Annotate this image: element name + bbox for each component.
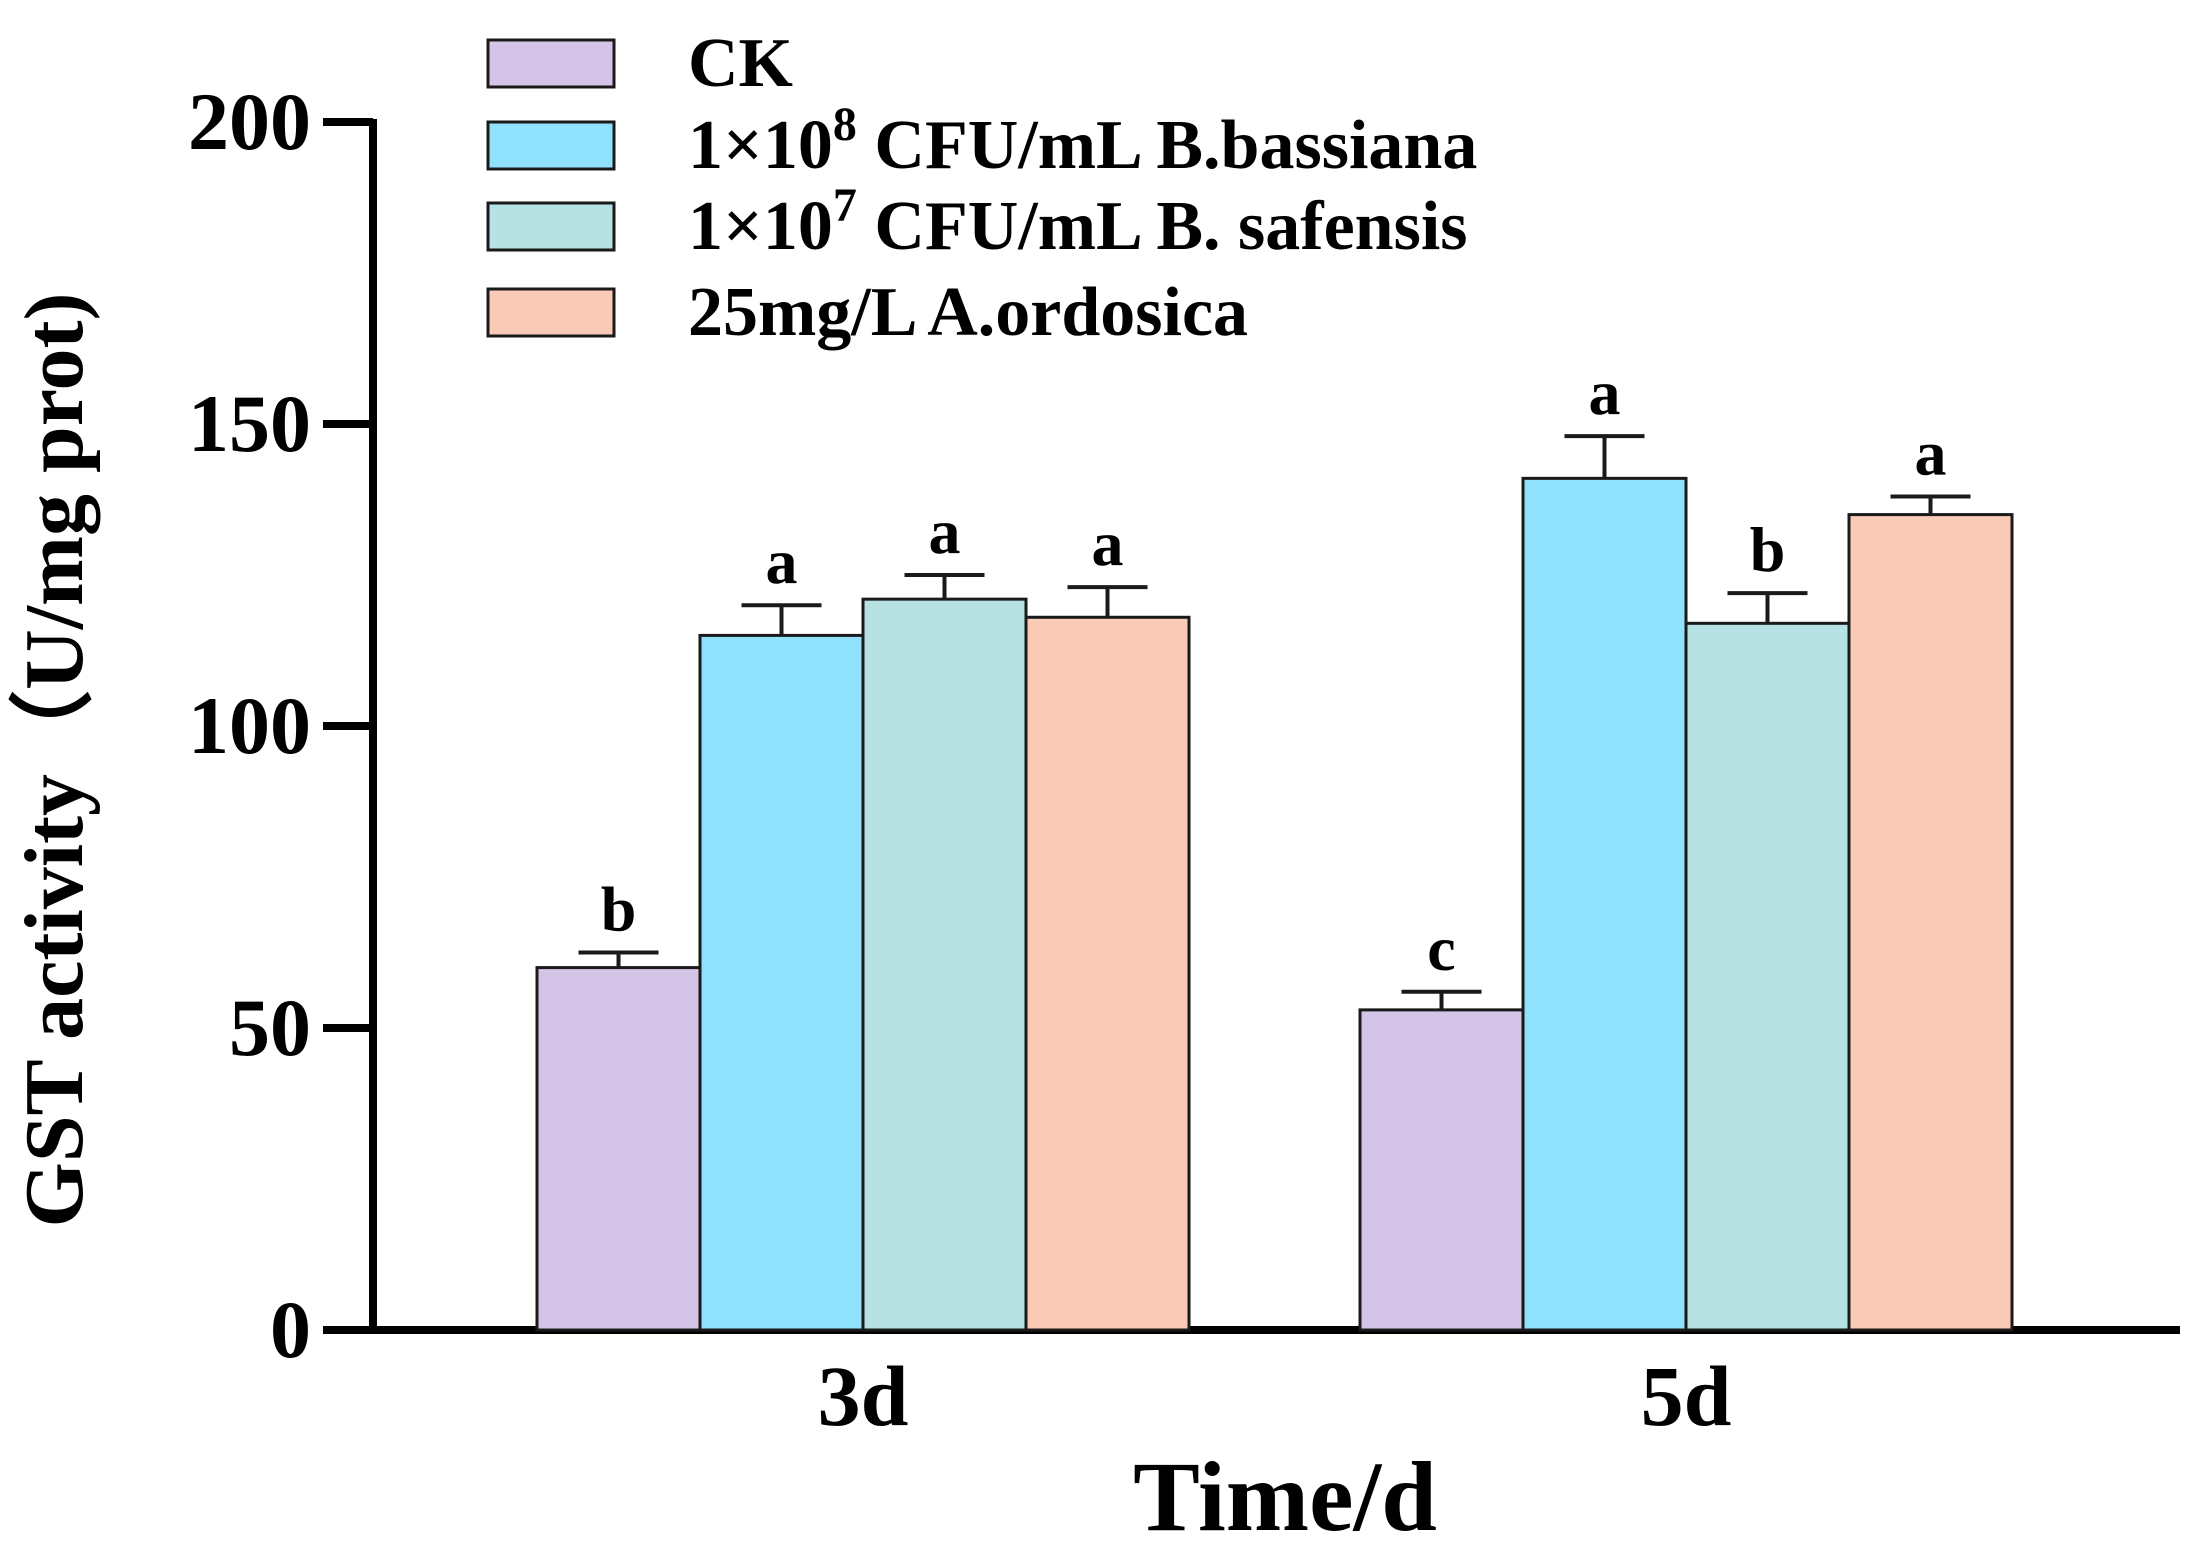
bar	[1024, 615, 1191, 1332]
bar	[698, 633, 865, 1332]
y-tick-label: 150	[188, 378, 311, 469]
bar	[535, 966, 702, 1332]
significance-label: b	[601, 874, 637, 945]
legend-label: 1×107 CFU/mL B. safensis	[688, 179, 1468, 265]
significance-label: a	[1092, 508, 1124, 579]
y-axis-label: GST activity（U/mg prot)	[8, 293, 101, 1228]
legend-label: CK	[688, 25, 793, 102]
bars-layer: b a a a c a b a	[535, 357, 2014, 1332]
significance-label: b	[1750, 514, 1786, 585]
bar	[1684, 621, 1851, 1332]
y-tick-label: 200	[188, 76, 311, 167]
axes-layer: 0 50 100 150 200 3d 5d	[188, 76, 2180, 1444]
legend-label: 25mg/L A.ordosica	[688, 274, 1248, 351]
y-tick-label: 100	[188, 680, 311, 771]
bar	[1521, 476, 1688, 1332]
significance-label: a	[766, 526, 798, 597]
legend-swatch	[486, 120, 616, 171]
legend-label: 1×108 CFU/mL B.bassiana	[688, 98, 1477, 184]
x-axis-label: Time/d	[1133, 1441, 1437, 1551]
bar	[1847, 513, 2014, 1332]
legend-swatch	[486, 38, 616, 89]
legend-swatch	[486, 201, 616, 252]
y-tick-label: 0	[270, 1284, 311, 1375]
significance-label: c	[1427, 913, 1455, 984]
legend-swatch	[486, 287, 616, 338]
significance-label: a	[1589, 357, 1621, 428]
significance-label: a	[929, 496, 961, 567]
significance-label: a	[1915, 417, 1947, 488]
bar	[861, 597, 1028, 1332]
bar	[1358, 1008, 1525, 1332]
y-tick-label: 50	[229, 982, 311, 1073]
x-tick-label: 5d	[1641, 1348, 1732, 1444]
x-tick-label: 3d	[818, 1348, 909, 1444]
